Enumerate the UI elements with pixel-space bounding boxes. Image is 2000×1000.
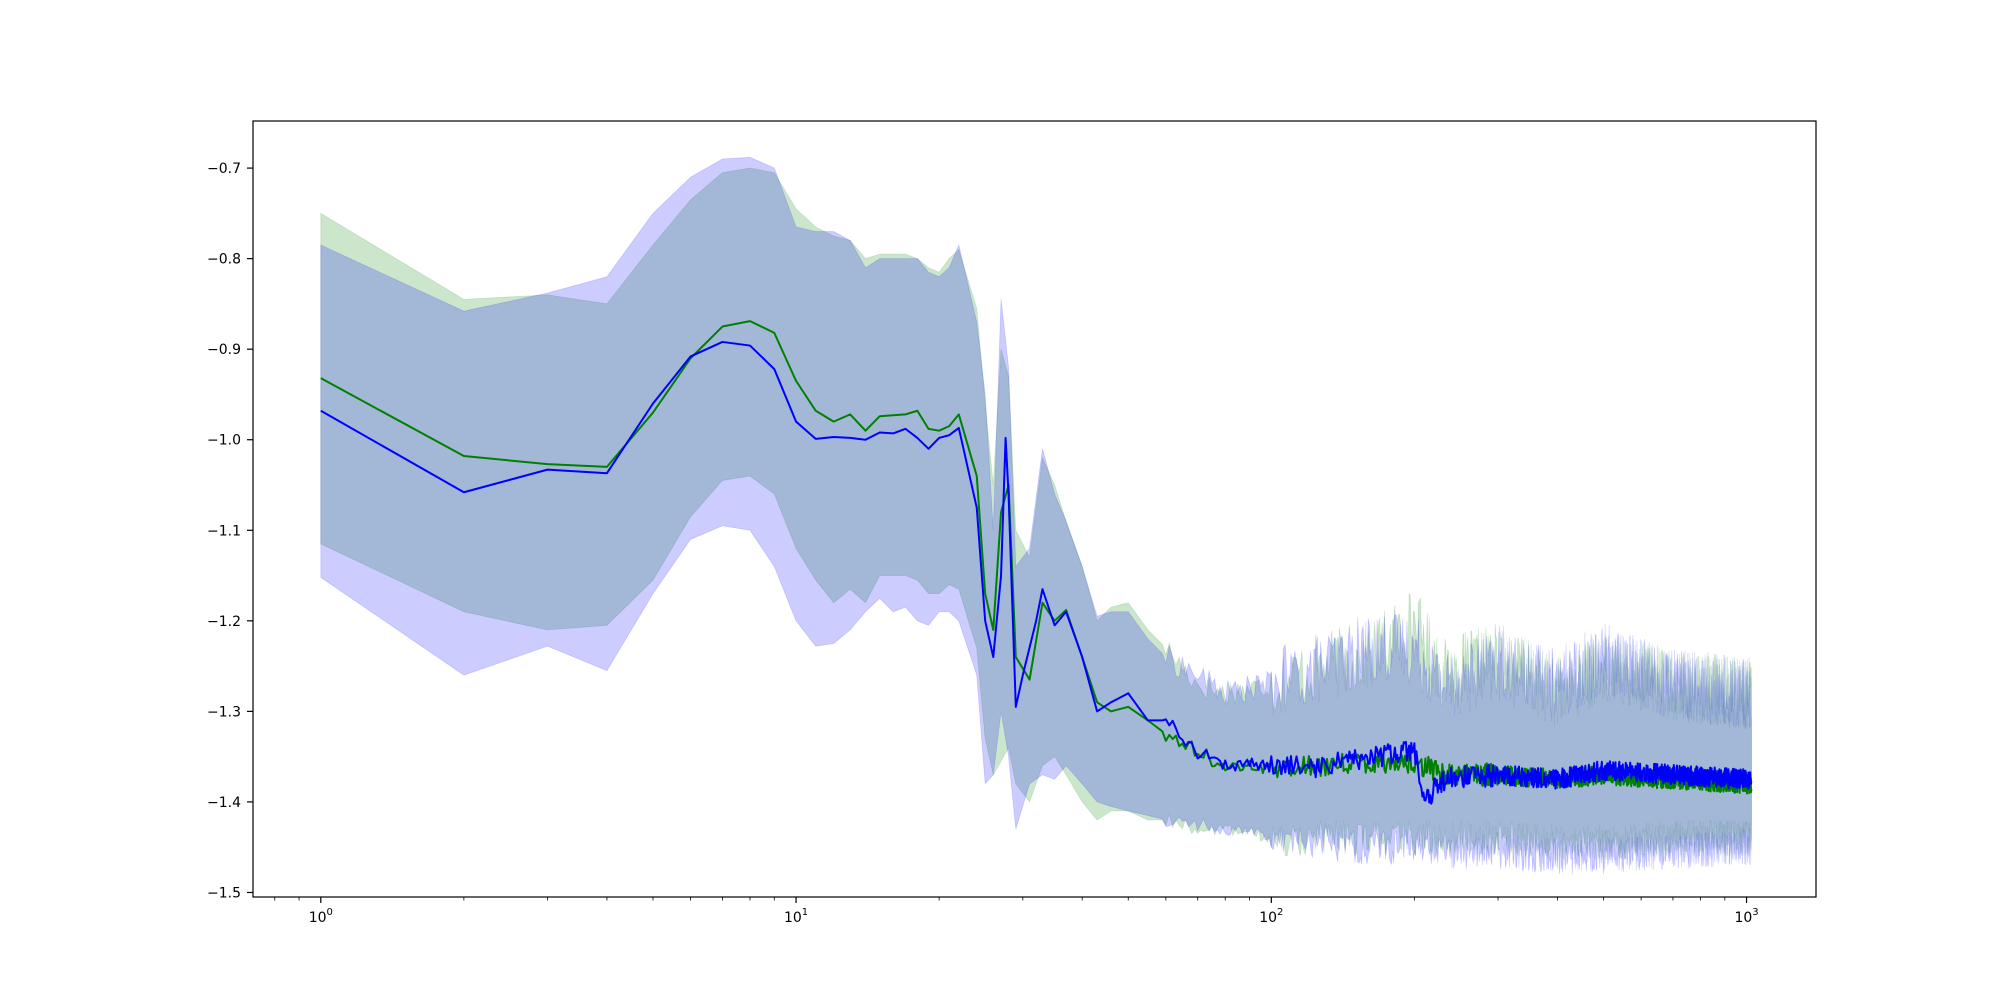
series-1-confidence-band xyxy=(320,167,1752,861)
y-axis: −0.7 −0.8 −0.9 −1.0 −1.1 −1.2 −1.3 −1.4 −1.5 xyxy=(207,161,253,901)
x-tick-label: 103 xyxy=(1734,907,1758,926)
plot-frame xyxy=(252,120,1817,898)
x-axis: 100 101 102 103 xyxy=(274,897,1759,926)
confidence-bands xyxy=(320,156,1752,875)
y-tick-label: −1.1 xyxy=(207,523,241,539)
y-tick-label: −1.2 xyxy=(207,614,241,630)
series-2-confidence-band xyxy=(320,156,1752,875)
y-tick-label: −0.8 xyxy=(207,252,241,268)
y-tick-label: −1.4 xyxy=(207,795,241,811)
y-tick-label: −0.7 xyxy=(207,161,241,177)
y-tick-label: −1.0 xyxy=(207,433,241,449)
x-tick-label: 102 xyxy=(1259,907,1283,926)
x-tick-label: 100 xyxy=(309,907,333,926)
x-tick-label: 101 xyxy=(784,907,808,926)
y-tick-label: −0.9 xyxy=(207,342,241,358)
series-2-line xyxy=(320,340,1753,805)
series-lines xyxy=(320,320,1753,805)
y-tick-label: −1.5 xyxy=(207,885,241,901)
y-tick-label: −1.3 xyxy=(207,704,241,720)
